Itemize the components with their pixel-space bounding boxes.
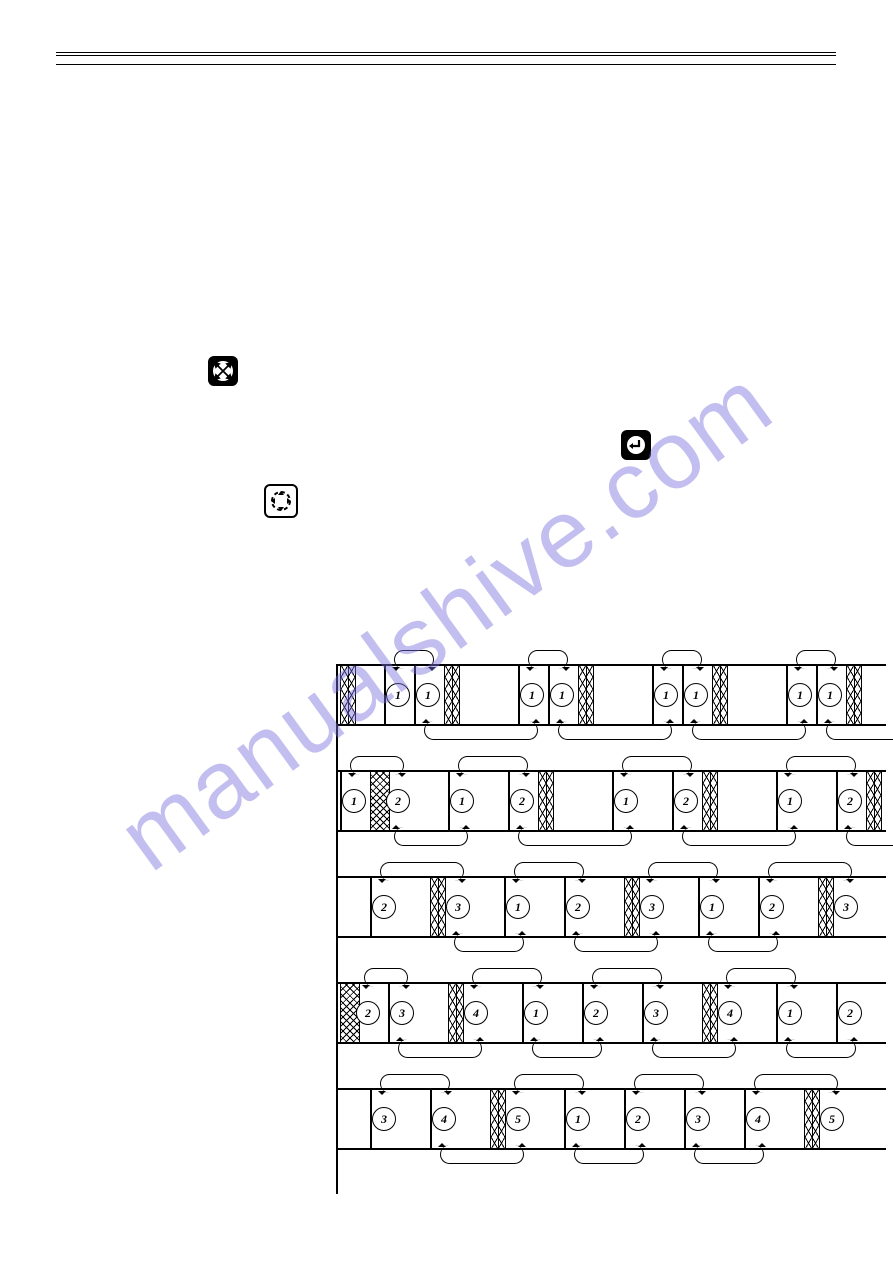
pass-number: 5: [820, 1107, 844, 1131]
pass-number: 4: [464, 1001, 488, 1025]
tramline-marker: [340, 664, 356, 726]
tramline-marker: [624, 876, 640, 938]
turn-arc: [754, 1074, 838, 1093]
pass-number: 4: [432, 1107, 456, 1131]
pass-number: 1: [520, 683, 544, 707]
tramline-row: 234123412: [336, 982, 886, 1044]
turn-arc: [458, 756, 528, 775]
pass-number: 2: [372, 895, 396, 919]
tramline-row: 111111111: [336, 664, 886, 726]
pass-number: 1: [818, 683, 842, 707]
turn-arc: [622, 756, 692, 775]
turn-arc: [592, 968, 662, 987]
tramline-row: 121212121: [336, 770, 886, 832]
pass-number: 1: [778, 1001, 802, 1025]
tramline-diagram: 1111111111212121212312312323412341234512…: [336, 664, 886, 1194]
tramline-marker: [490, 1088, 506, 1150]
tramline-row: 3 4 5 1 2 3 4 5: [336, 1088, 886, 1150]
pass-number: 1: [524, 1001, 548, 1025]
turn-arc: [648, 862, 718, 881]
document-page: 1111111111212121212312312323412341234512…: [56, 52, 836, 1219]
pass-number: 3: [372, 1107, 396, 1131]
pass-number: 1: [654, 683, 678, 707]
tramline-marker: [712, 664, 728, 726]
pass-number: 3: [686, 1107, 710, 1131]
pass-number: 5: [506, 1107, 530, 1131]
turn-arc: [514, 1074, 584, 1093]
tramline-marker: [866, 770, 882, 832]
pass-number: 2: [760, 895, 784, 919]
tramline-marker: [846, 664, 862, 726]
pass-number: 2: [584, 1001, 608, 1025]
pass-number: 1: [566, 1107, 590, 1131]
tramline-marker: [430, 876, 446, 938]
pass-number: 1: [700, 895, 724, 919]
pass-number: 1: [788, 683, 812, 707]
pass-number: 4: [746, 1107, 770, 1131]
turn-arc: [634, 1074, 704, 1093]
pass-number: 1: [386, 683, 410, 707]
pass-number: 1: [778, 789, 802, 813]
tramline-marker: [448, 982, 464, 1044]
turn-arc: [380, 1074, 450, 1093]
turn-arc: [726, 968, 796, 987]
pass-number: 2: [674, 789, 698, 813]
enter-icon: [621, 430, 651, 460]
pass-number: 2: [838, 789, 862, 813]
pass-number: 1: [416, 683, 440, 707]
pass-number: 1: [450, 789, 474, 813]
pass-number: 2: [510, 789, 534, 813]
pass-number: 2: [356, 1001, 380, 1025]
pass-number: 1: [506, 895, 530, 919]
tramline-marker: [702, 770, 718, 832]
pass-number: 3: [644, 1001, 668, 1025]
tramline-marker: [444, 664, 460, 726]
pass-number: 2: [566, 895, 590, 919]
turn-arc: [768, 862, 852, 881]
turn-arc: [514, 862, 584, 881]
tramline-marker: [702, 982, 718, 1044]
turn-arc: [472, 968, 542, 987]
pass-number: 4: [718, 1001, 742, 1025]
expand-icon: [264, 484, 298, 518]
pass-number: 2: [386, 789, 410, 813]
turn-arc: [380, 862, 464, 881]
pass-number: 1: [614, 789, 638, 813]
pass-number: 2: [838, 1001, 862, 1025]
pass-number: 1: [550, 683, 574, 707]
pass-number: 2: [626, 1107, 650, 1131]
pass-number: 3: [834, 895, 858, 919]
pass-number: 1: [342, 789, 366, 813]
pass-number: 1: [684, 683, 708, 707]
tramline-marker: [578, 664, 594, 726]
pass-number: 3: [640, 895, 664, 919]
tramline-row: 2 3 1 2 3 1 2 3: [336, 876, 886, 938]
tramline-marker: [818, 876, 834, 938]
turn-arc: [364, 968, 408, 987]
turn-arc: [786, 756, 856, 775]
tramline-marker: [804, 1088, 820, 1150]
move-icon: [208, 356, 238, 386]
pass-number: 3: [390, 1001, 414, 1025]
tramline-marker: [538, 770, 554, 832]
pass-number: 3: [446, 895, 470, 919]
